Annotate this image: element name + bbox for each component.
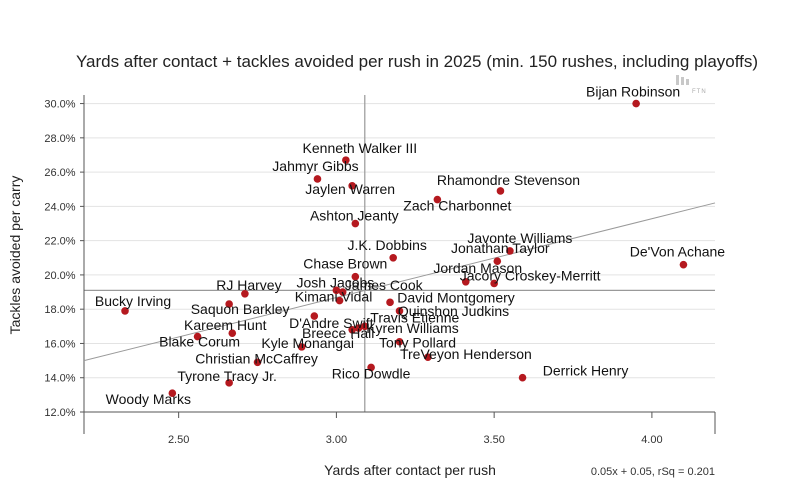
trendline <box>83 202 716 362</box>
data-points <box>121 99 688 397</box>
data-point <box>193 332 202 341</box>
point-label: RJ Harvey <box>216 277 281 293</box>
point-labels: Bijan Robinson Kenneth Walker III Jahmyr G… <box>95 84 725 408</box>
data-point <box>386 298 394 307</box>
data-point <box>225 300 233 308</box>
x-tick-label: 2.50 <box>168 434 189 446</box>
point-label: Woody Marks <box>106 391 191 407</box>
point-label: Blake Corum <box>159 334 240 350</box>
point-label: Kyren Williams <box>366 320 459 336</box>
trendline-line <box>83 202 716 362</box>
data-point <box>632 99 640 108</box>
data-point <box>297 343 306 351</box>
data-point <box>338 288 347 296</box>
y-axis-label: Tackles avoided per carry <box>7 176 23 335</box>
data-point <box>493 257 502 266</box>
point-label: Jaylen Warren <box>305 181 395 197</box>
point-label: Kareem Hunt <box>184 317 267 333</box>
data-point <box>348 325 356 334</box>
point-label: Chase Brown <box>303 256 387 272</box>
data-point <box>496 187 505 195</box>
data-point <box>433 195 442 204</box>
point-label: Kyle Monangai <box>261 335 354 351</box>
point-label: Jonathan Taylor <box>451 240 550 256</box>
data-point <box>360 322 369 331</box>
data-point <box>168 389 177 397</box>
point-label: Rhamondre Stevenson <box>437 172 580 188</box>
data-point <box>342 156 350 164</box>
data-point <box>310 312 319 320</box>
point-label: J.K. Dobbins <box>348 237 427 253</box>
point-label: David Montgomery <box>397 289 515 305</box>
point-label: De'Von Achane <box>630 244 726 260</box>
y-tick-label: 12.0% <box>44 407 75 419</box>
data-point <box>354 324 363 332</box>
point-label: TreVeyon Henderson <box>400 346 532 362</box>
y-tick-label: 30.0% <box>44 99 75 111</box>
data-point <box>518 373 527 382</box>
data-point <box>461 277 470 286</box>
y-tick-label: 14.0% <box>44 373 75 385</box>
data-point <box>225 379 233 387</box>
point-label: Zach Charbonnet <box>403 198 511 214</box>
axes: 12.0% 14.0% 16.0% 18.0% 20.0% 22.0% 24.0% 26.0%… <box>44 95 716 446</box>
point-label: Travis Etienne <box>370 309 459 325</box>
point-label: Rico Dowdle <box>332 365 411 381</box>
x-tick-label: 3.50 <box>483 434 504 446</box>
point-label: Tony Pollard <box>379 335 456 351</box>
point-label: Derrick Henry <box>543 363 629 379</box>
trendline-equation: 0.05x + 0.05, rSq = 0.201 <box>591 466 715 478</box>
point-label: Javonte Williams <box>467 230 572 246</box>
point-label: Jacory Croskey-Merritt <box>460 267 601 283</box>
ftn-logo-text: FTN <box>692 89 707 95</box>
x-tick-label: 4.00 <box>641 434 662 446</box>
data-point <box>351 219 360 228</box>
data-point <box>389 253 397 262</box>
y-tick-label: 26.0% <box>44 167 75 179</box>
data-point <box>228 329 237 337</box>
point-label: Kimani Vidal <box>295 289 373 305</box>
data-point <box>490 279 498 288</box>
data-point <box>332 286 341 295</box>
data-point <box>253 358 262 367</box>
y-tick-label: 20.0% <box>44 270 75 282</box>
chart-title: Yards after contact + tackles avoided pe… <box>76 52 758 71</box>
data-point <box>335 296 344 305</box>
reference-lines <box>84 95 715 412</box>
point-label: Jahmyr Gibbs <box>272 158 358 174</box>
data-point <box>241 289 249 298</box>
data-point <box>348 182 356 190</box>
data-point <box>351 272 360 281</box>
point-label: Christian McCaffrey <box>195 350 318 366</box>
ftn-logo: FTN <box>676 75 707 95</box>
point-label: Jordan Mason <box>433 260 522 276</box>
y-tick-label: 22.0% <box>44 236 75 248</box>
data-point <box>424 353 432 361</box>
data-point <box>121 307 129 315</box>
point-label: James Cook <box>345 277 424 293</box>
data-point <box>679 260 688 269</box>
x-axis-label: Yards after contact per rush <box>324 462 496 478</box>
point-label: Bijan Robinson <box>586 84 680 100</box>
point-label: Josh Jacobs <box>296 274 374 290</box>
data-point <box>506 247 514 255</box>
point-label: Quinshon Judkins <box>398 303 509 319</box>
point-label: Bucky Irving <box>95 293 171 309</box>
point-label: Breece Hall <box>302 325 374 341</box>
y-tick-label: 28.0% <box>44 133 75 145</box>
point-label: D'Andre Swift <box>289 315 373 331</box>
y-tick-label: 18.0% <box>44 304 75 316</box>
point-label: Saquon Barkley <box>191 301 290 317</box>
y-tick-label: 16.0% <box>44 338 75 350</box>
data-point <box>313 175 322 183</box>
point-label: Ashton Jeanty <box>310 208 399 224</box>
point-label: Kenneth Walker III <box>303 140 418 156</box>
data-point <box>367 363 375 372</box>
data-point <box>395 307 404 315</box>
point-label: Tyrone Tracy Jr. <box>177 368 277 384</box>
data-point <box>395 337 404 346</box>
x-tick-label: 3.00 <box>326 434 347 446</box>
y-tick-label: 24.0% <box>44 201 75 213</box>
